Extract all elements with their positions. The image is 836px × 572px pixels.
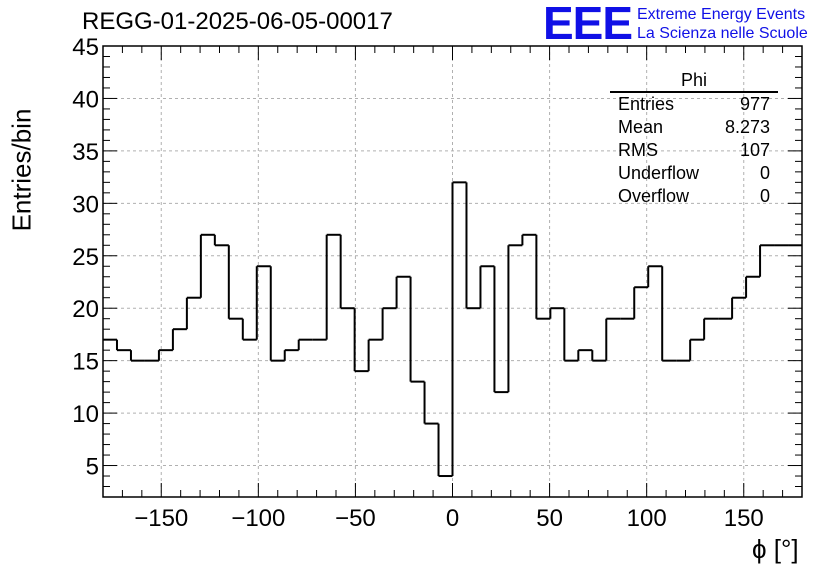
tick-labels: −150 −100 −50 0 50 100 150 5 10 15 20 25 30 35 40 45: [72, 34, 763, 532]
x-tick-label: −50: [335, 505, 376, 532]
y-tick-label: 35: [72, 139, 99, 166]
stats-value: 977: [739, 94, 770, 114]
y-tick-label: 10: [72, 401, 99, 428]
y-tick-label: 20: [72, 296, 99, 323]
x-tick-label: 50: [536, 505, 563, 532]
stats-row: RMS 107: [610, 139, 778, 162]
y-tick-label: 45: [72, 34, 99, 61]
stats-value: 8.273: [724, 117, 770, 137]
y-axis-label-box: Entries/bin: [4, 108, 40, 232]
axis-ticks: [102, 45, 803, 498]
x-axis-label: ϕ [°]: [752, 534, 799, 564]
stats-label: Overflow: [618, 186, 690, 206]
stats-row: Underflow 0: [610, 162, 778, 185]
plot-frame: [102, 45, 803, 498]
x-tick-label: −150: [134, 505, 188, 532]
stats-row: Mean 8.273: [610, 116, 778, 139]
stats-label: Underflow: [618, 163, 700, 183]
y-tick-label: 25: [72, 244, 99, 271]
stats-label: Entries: [618, 94, 675, 114]
eee-logo: EEE: [543, 0, 633, 49]
stats-row: Overflow 0: [610, 185, 778, 208]
stats-row: Entries 977: [610, 93, 778, 116]
y-tick-label: 5: [86, 454, 99, 481]
logo-line-1: Extreme Energy Events: [637, 6, 806, 23]
stats-value: 107: [739, 140, 770, 160]
x-tick-label: −100: [231, 505, 285, 532]
x-tick-label: 150: [724, 505, 764, 532]
histogram-bars: [103, 181, 802, 478]
stats-label: Mean: [618, 117, 664, 137]
stats-title: Phi: [610, 70, 778, 93]
y-tick-label: 40: [72, 86, 99, 113]
y-axis-label: Entries/bin: [6, 108, 37, 232]
x-tick-label: 100: [627, 505, 667, 532]
logo-line-2: La Scienza nelle Scuole: [637, 25, 808, 42]
x-tick-label: 0: [446, 505, 459, 532]
y-tick-label: 15: [72, 349, 99, 376]
y-tick-label: 30: [72, 191, 99, 218]
stats-value: 0: [759, 163, 770, 183]
chart-title: REGG-01-2025-06-05-00017: [82, 8, 393, 35]
stats-box: Phi Entries 977 Mean 8.273 RMS 107 Under…: [610, 70, 778, 208]
stats-label: RMS: [618, 140, 658, 160]
stats-value: 0: [759, 186, 770, 206]
